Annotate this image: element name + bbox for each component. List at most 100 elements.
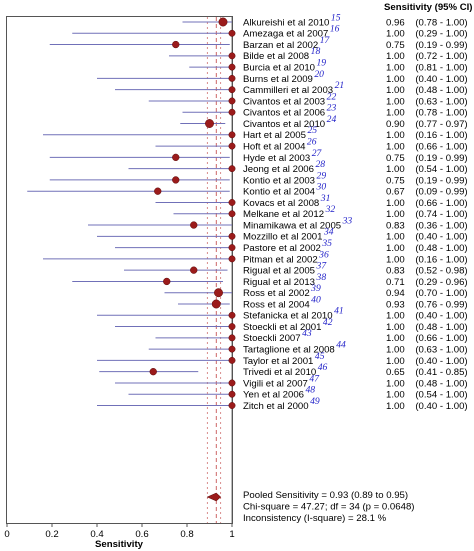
study-name: Hart et al 2005: [243, 130, 306, 141]
study-row: Mozzillo et al 2001 34 1.00 (0.40 - 1.00): [97, 227, 468, 243]
study-name: Trivedi et al 2010: [243, 367, 316, 378]
study-reference: 24: [327, 114, 337, 125]
point-estimate: [228, 390, 236, 398]
study-reference: 29: [317, 170, 327, 181]
study-sensitivity-value: 1.00 (0.48 - 1.00): [386, 243, 468, 254]
study-name: Stoeckli 2007: [243, 333, 301, 344]
study-sensitivity-value: 1.00 (0.66 - 1.00): [386, 333, 468, 344]
study-reference: 37: [316, 261, 328, 272]
point-estimate: [228, 29, 236, 37]
point-estimate: [172, 176, 180, 184]
study-row: Barzan et al 2002 17 0.75 (0.19 - 0.99): [49, 35, 468, 51]
study-sensitivity-value: 1.00 (0.54 - 1.00): [386, 164, 468, 175]
study-row: Stefanicka et al 2010 41 1.00 (0.40 - 1.00…: [97, 306, 468, 322]
study-sensitivity-value: 1.00 (0.74 - 1.00): [386, 209, 468, 220]
study-name: Stoeckli et al 2001: [243, 322, 321, 333]
study-reference: 34: [323, 227, 334, 238]
point-estimate: [228, 210, 236, 218]
study-reference: 19: [317, 58, 327, 69]
point-estimate: [228, 255, 236, 263]
study-row: Burns et al 2009 20 1.00 (0.40 - 1.00): [97, 69, 468, 85]
plot-frame: [6, 16, 233, 524]
study-reference: 22: [327, 91, 337, 102]
study-reference: 35: [321, 238, 332, 249]
point-estimate: [163, 277, 171, 286]
study-reference: 30: [316, 182, 327, 193]
point-estimate: [228, 334, 236, 342]
point-estimate: [228, 86, 236, 94]
point-estimate: [172, 153, 180, 162]
study-name: Rigual et al 2005: [243, 266, 315, 277]
study-reference: 33: [342, 215, 353, 226]
study-name: Bilde et al 2008: [243, 51, 309, 62]
study-reference: 21: [335, 80, 345, 91]
study-row: Minamikawa et al 2005 33 0.83 (0.36 - 1.00…: [88, 215, 468, 231]
study-name: Taylor et al 2001: [243, 356, 313, 367]
study-sensitivity-value: 0.94 (0.70 - 1.00): [386, 288, 468, 299]
point-estimate: [190, 221, 198, 229]
study-row: Civantos et al 2010 24 0.90 (0.77 - 0.97): [180, 114, 468, 130]
study-row: Cammilleri et al 2003 21 1.00 (0.48 - 1.00…: [115, 80, 468, 96]
pooled-diamond: [206, 492, 222, 502]
study-sensitivity-value: 1.00 (0.48 - 1.00): [386, 378, 468, 389]
study-row: Rigual et al 2005 37 0.83 (0.52 - 0.98): [124, 261, 468, 277]
study-reference: 40: [311, 294, 321, 305]
study-row: Hyde et al 2003 27 0.75 (0.19 - 0.99): [49, 148, 468, 164]
study-row: Hoft et al 2004 26 1.00 (0.66 - 1.00): [155, 136, 468, 152]
study-row: Alkureishi et al 2010 15 0.96 (0.78 - 1.00…: [182, 12, 468, 28]
study-name: Pastore et al 2002: [243, 243, 321, 254]
point-estimate: [228, 356, 236, 364]
study-row: Civantos et al 2006 23 1.00 (0.78 - 1.00): [182, 103, 468, 119]
study-name: Hyde et al 2003: [243, 153, 310, 164]
point-estimate: [228, 52, 236, 60]
study-row: Vigili et al 2007 47 1.00 (0.48 - 1.00): [115, 373, 468, 389]
study-reference: 23: [327, 103, 337, 114]
study-row: Bilde et al 2008 18 1.00 (0.72 - 1.00): [169, 46, 468, 62]
summary-line: Inconsistency (I-square) = 28.1 %: [243, 513, 387, 524]
study-sensitivity-value: 0.83 (0.36 - 1.00): [386, 220, 468, 231]
study-row: Burcia et al 2010 19 1.00 (0.81 - 1.00): [189, 58, 468, 74]
point-estimate: [205, 119, 214, 128]
study-row: Kovacs et al 2008 31 1.00 (0.66 - 1.00): [155, 193, 468, 209]
study-reference: 39: [310, 283, 321, 294]
study-name: Kovacs et al 2008: [243, 198, 319, 209]
study-reference: 45: [315, 351, 325, 362]
point-estimate: [172, 40, 180, 49]
study-row: Civantos et al 2003 22 1.00 (0.63 - 1.00): [148, 91, 468, 107]
point-estimate: [228, 142, 236, 150]
study-row: Stoeckli 2007 43 1.00 (0.66 - 1.00): [155, 328, 468, 344]
x-tick-label: 1: [229, 529, 234, 540]
study-sensitivity-value: 1.00 (0.48 - 1.00): [386, 322, 468, 333]
point-estimate: [211, 299, 221, 309]
study-row: Taylor et al 2001 45 1.00 (0.40 - 1.00): [97, 351, 468, 367]
point-estimate: [190, 266, 198, 274]
study-name: Melkane et al 2012: [243, 209, 324, 220]
study-row: Melkane et al 2012 32 1.00 (0.74 - 1.00): [173, 204, 468, 220]
point-estimate: [228, 74, 236, 82]
point-estimate: [218, 17, 228, 27]
study-name: Ross et al 2004: [243, 299, 310, 310]
study-row: Trivedi et al 2010 46 0.65 (0.41 - 0.85): [99, 362, 468, 378]
study-name: Ross et al 2002: [243, 288, 310, 299]
study-reference: 43: [302, 328, 312, 339]
study-sensitivity-value: 0.71 (0.29 - 0.96): [386, 277, 468, 288]
study-sensitivity-value: 1.00 (0.40 - 1.00): [386, 401, 468, 412]
x-axis-label: Sensitivity: [95, 539, 144, 550]
study-name: Stefanicka et al 2010: [243, 311, 333, 322]
point-estimate: [228, 199, 236, 206]
study-reference: 27: [312, 148, 323, 159]
study-reference: 28: [315, 159, 325, 170]
study-row: Kontio et al 2004 30 0.67 (0.09 - 0.99): [27, 182, 468, 198]
study-sensitivity-value: 0.75 (0.19 - 0.99): [386, 153, 468, 164]
point-estimate: [214, 288, 223, 298]
study-reference: 25: [307, 125, 317, 136]
point-estimate: [228, 165, 236, 173]
study-sensitivity-value: 1.00 (0.16 - 1.00): [386, 130, 468, 141]
study-name: Burns et al 2009: [243, 74, 313, 85]
point-estimate: [149, 368, 157, 376]
summary-line: Chi-square = 47.27; df = 34 (p = 0.0648): [243, 502, 414, 513]
study-name: Minamikawa et al 2005: [243, 220, 341, 231]
study-reference: 38: [316, 272, 327, 283]
point-estimate: [228, 311, 236, 319]
study-name: Kontio et al 2003: [243, 175, 315, 186]
